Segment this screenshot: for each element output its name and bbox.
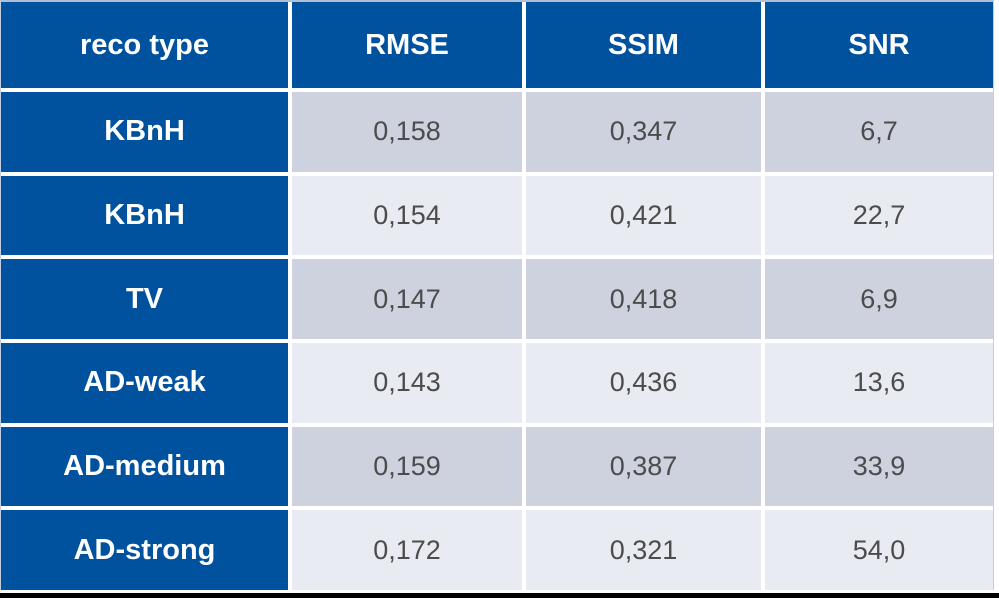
row-label: TV [1,259,288,339]
cell-ssim: 0,387 [526,426,761,507]
cell-ssim: 0,418 [526,259,761,339]
cell-snr: 33,9 [765,426,993,507]
reconstruction-metrics-table: reco type RMSE SSIM SNR KBnH 0,158 0,347… [0,0,994,590]
column-header-rmse: RMSE [292,2,522,88]
cell-snr: 6,7 [765,92,993,172]
cell-ssim: 0,321 [526,510,761,590]
cell-ssim: 0,436 [526,342,761,423]
cell-rmse: 0,172 [292,510,522,590]
cell-rmse: 0,158 [292,92,522,172]
row-label: KBnH [1,175,288,256]
cell-rmse: 0,143 [292,342,522,423]
row-label: AD-medium [1,426,288,507]
cell-rmse: 0,147 [292,259,522,339]
cell-snr: 6,9 [765,259,993,339]
column-header-snr: SNR [765,2,993,88]
column-header-reco-type: reco type [1,2,288,88]
cell-snr: 22,7 [765,175,993,256]
bottom-border-rule [0,593,999,598]
column-header-ssim: SSIM [526,2,761,88]
cell-snr: 13,6 [765,342,993,423]
cell-rmse: 0,159 [292,426,522,507]
row-label: KBnH [1,92,288,172]
row-label: AD-strong [1,510,288,590]
cell-rmse: 0,154 [292,175,522,256]
cell-ssim: 0,421 [526,175,761,256]
cell-ssim: 0,347 [526,92,761,172]
cell-snr: 54,0 [765,510,993,590]
row-label: AD-weak [1,342,288,423]
